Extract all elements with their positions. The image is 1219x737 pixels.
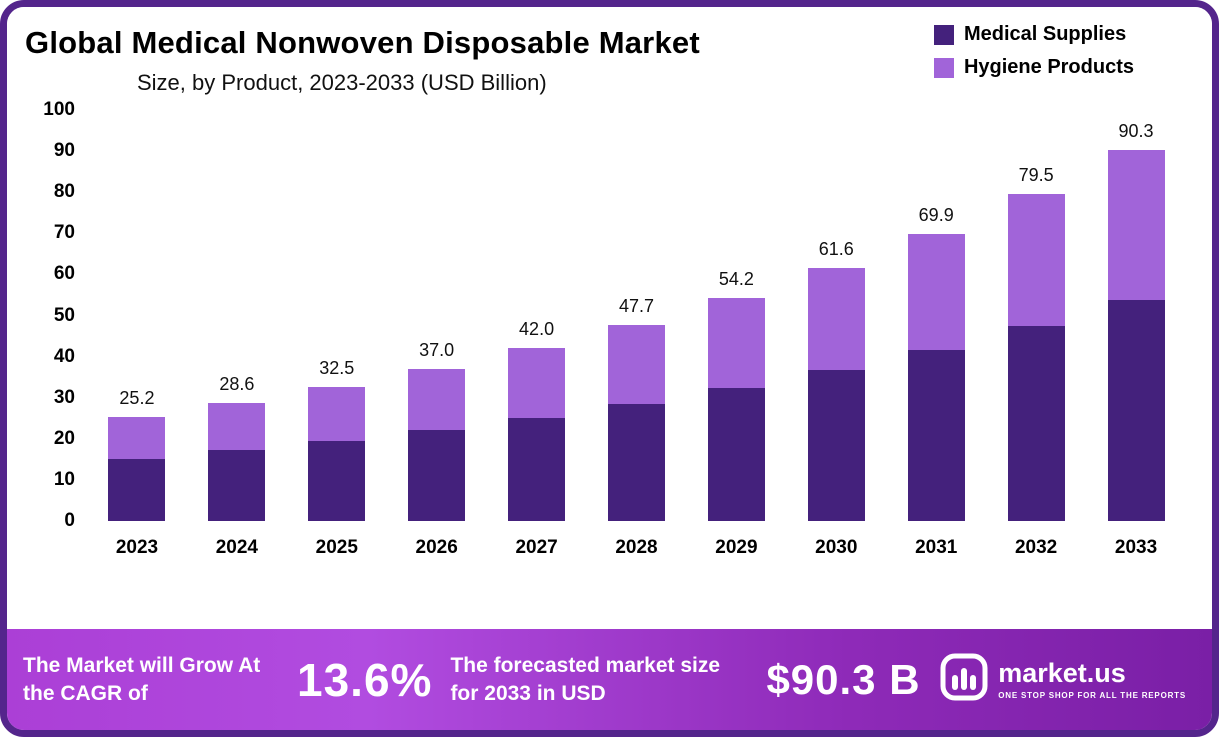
bar-column: 47.7 xyxy=(587,296,687,521)
plot-area: 25.2 28.6 32.5 37.0 42.0 47.7 54.2 61.6 69.9 79.5… xyxy=(87,110,1186,521)
bar-total-label: 28.6 xyxy=(219,374,255,395)
y-tick-label: 90 xyxy=(53,140,75,162)
forecast-text: The forecasted market size for 2033 in U… xyxy=(450,654,721,705)
x-tick-label: 2028 xyxy=(615,537,658,558)
brand-text: market.us ONE STOP SHOP FOR ALL THE REPO… xyxy=(998,657,1186,700)
x-axis: 2023 2024 2025 2026 2027 2028 2029 2030 2031 2032… xyxy=(87,537,1186,559)
y-tick-label: 50 xyxy=(53,304,75,326)
bar-segment-hygiene-products xyxy=(408,368,466,431)
bar-segment-medical-supplies xyxy=(508,417,566,521)
bar-total-label: 47.7 xyxy=(618,295,654,316)
brand-tagline: ONE STOP SHOP FOR ALL THE REPORTS xyxy=(998,690,1186,700)
legend-item-hygiene-products: Hygiene Products xyxy=(933,56,1134,79)
bar-column: 37.0 xyxy=(387,340,487,521)
bar-segment-medical-supplies xyxy=(208,450,266,521)
x-tick-label: 2029 xyxy=(715,537,758,558)
bar-total-label: 54.2 xyxy=(718,269,754,290)
bar-column: 32.5 xyxy=(287,358,387,521)
x-tick-label: 2027 xyxy=(515,537,558,558)
bar-column: 25.2 xyxy=(87,388,187,521)
y-tick-label: 10 xyxy=(53,468,75,490)
bar-total-label: 61.6 xyxy=(818,238,854,259)
bar-column: 42.0 xyxy=(487,319,587,521)
bar-total-label: 25.2 xyxy=(119,388,155,409)
x-tick-label: 2030 xyxy=(815,537,858,558)
bar-column: 54.2 xyxy=(686,269,786,521)
chart-section: Global Medical Nonwoven Disposable Marke… xyxy=(7,7,1212,629)
x-tick-label: 2025 xyxy=(315,537,358,558)
bar-segment-hygiene-products xyxy=(308,387,366,441)
bar-segment-medical-supplies xyxy=(308,440,366,521)
bar-segment-medical-supplies xyxy=(807,369,865,521)
legend-item-medical-supplies: Medical Supplies xyxy=(933,23,1134,46)
bar-total-label: 69.9 xyxy=(918,204,954,225)
marketus-logo-icon xyxy=(940,653,988,706)
y-tick-label: 20 xyxy=(53,427,75,449)
bar-segment-hygiene-products xyxy=(607,324,665,404)
bottom-banner: The Market will Grow At the CAGR of 13.6… xyxy=(7,629,1212,730)
brand-name: market.us xyxy=(998,657,1126,688)
bar-segment-hygiene-products xyxy=(508,348,566,418)
legend-swatch-medical-supplies xyxy=(933,24,954,45)
chart-subtitle: Size, by Product, 2023-2033 (USD Billion… xyxy=(137,70,547,95)
bar-segment-hygiene-products xyxy=(108,417,166,460)
bar-segment-hygiene-products xyxy=(208,403,266,451)
chart-title: Global Medical Nonwoven Disposable Marke… xyxy=(25,25,700,60)
y-axis: 0 10 20 30 40 50 60 70 80 90 100 xyxy=(25,99,87,531)
x-tick-label: 2033 xyxy=(1114,537,1158,558)
bar-segment-medical-supplies xyxy=(408,430,466,521)
x-tick-label: 2032 xyxy=(1014,537,1058,558)
bar-segment-medical-supplies xyxy=(1007,326,1065,521)
legend-label: Medical Supplies xyxy=(963,23,1127,45)
bar-segment-medical-supplies xyxy=(607,403,665,521)
x-tick-label: 2023 xyxy=(115,537,159,558)
x-tick-label: 2024 xyxy=(215,537,258,558)
bar-segment-hygiene-products xyxy=(1007,194,1065,327)
bar-segment-medical-supplies xyxy=(108,459,166,521)
bar-total-label: 79.5 xyxy=(1018,165,1054,186)
bar-total-label: 37.0 xyxy=(419,339,455,360)
y-tick-label: 60 xyxy=(53,263,75,285)
bar-segment-medical-supplies xyxy=(907,350,965,521)
forecast-value: $90.3 B xyxy=(766,655,921,703)
legend-label: Hygiene Products xyxy=(963,56,1134,78)
cagr-value: 13.6% xyxy=(297,653,433,706)
bar-segment-medical-supplies xyxy=(1107,299,1165,521)
bar-segment-medical-supplies xyxy=(707,388,765,521)
y-tick-label: 100 xyxy=(43,99,75,120)
x-tick-label: 2031 xyxy=(915,537,958,558)
bar-column: 79.5 xyxy=(986,165,1086,521)
bar-segment-hygiene-products xyxy=(907,233,965,351)
legend-swatch-hygiene-products xyxy=(933,57,954,78)
y-tick-label: 80 xyxy=(53,181,75,203)
legend: Medical Supplies Hygiene Products xyxy=(933,23,1134,79)
bar-column: 90.3 xyxy=(1086,121,1186,521)
bar-column: 69.9 xyxy=(886,205,986,521)
y-tick-label: 70 xyxy=(53,222,75,244)
y-tick-label: 0 xyxy=(64,510,75,531)
bar-total-label: 90.3 xyxy=(1118,120,1154,141)
plot-row: 0 10 20 30 40 50 60 70 80 90 100 25.2 28.6 32.5 37.0 4… xyxy=(25,99,1186,531)
bar-column: 61.6 xyxy=(786,239,886,521)
bar-segment-hygiene-products xyxy=(1107,149,1165,300)
cagr-text: The Market will Grow At the CAGR of xyxy=(23,654,261,705)
brand-block: market.us ONE STOP SHOP FOR ALL THE REPO… xyxy=(940,653,1186,706)
bar-total-label: 32.5 xyxy=(319,358,355,379)
y-tick-label: 30 xyxy=(53,386,75,408)
bar-segment-hygiene-products xyxy=(807,267,865,370)
x-tick-label: 2026 xyxy=(415,537,458,558)
bar-column: 28.6 xyxy=(187,374,287,521)
y-tick-label: 40 xyxy=(53,345,75,367)
bar-total-label: 42.0 xyxy=(519,319,555,340)
bar-segment-hygiene-products xyxy=(707,298,765,389)
